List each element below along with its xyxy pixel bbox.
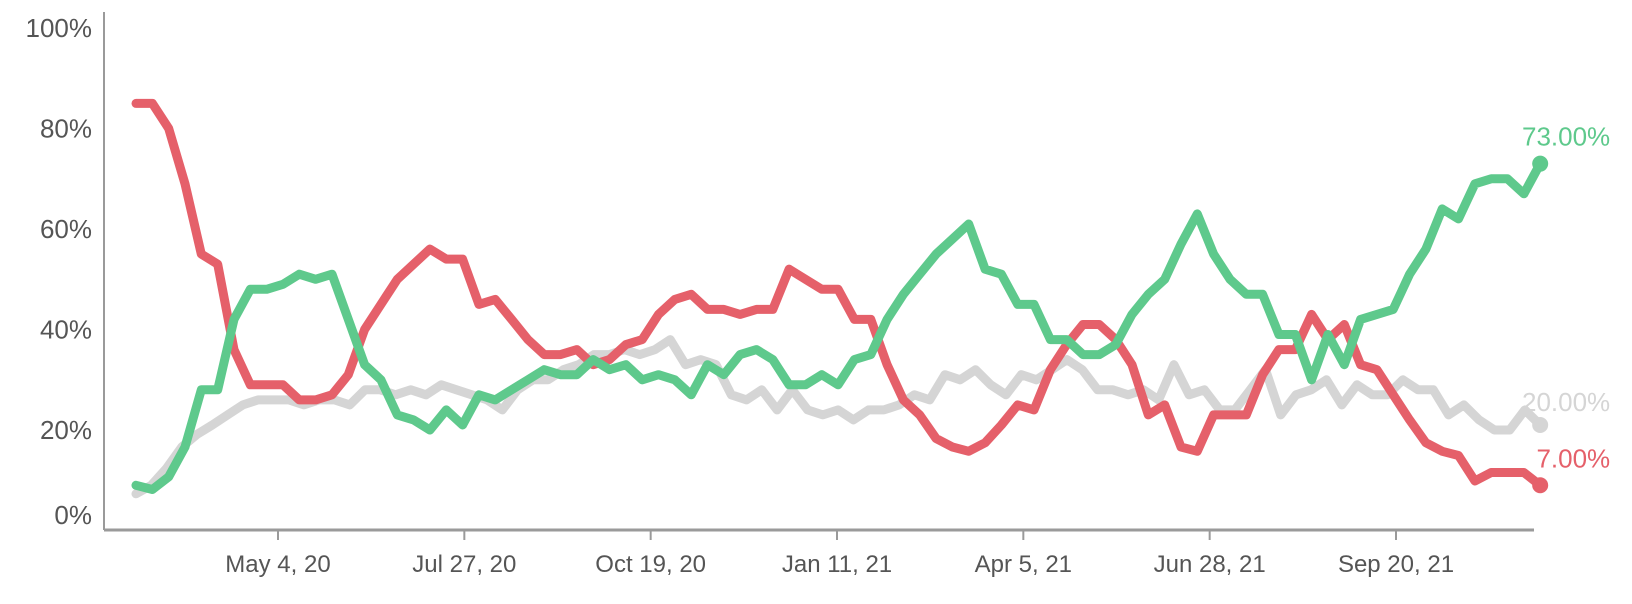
series-end-label: 7.00% [1536, 443, 1610, 473]
y-tick-label: 40% [40, 315, 92, 345]
series-line [131, 159, 1545, 494]
series-end-point [1532, 416, 1549, 433]
x-axis-ticks: May 4, 20 Jul 27, 20 Oct 19, 20 Jan 11, 21 A… [225, 530, 1454, 578]
series-end-point [1532, 477, 1549, 494]
y-tick-label: 20% [40, 415, 92, 445]
x-tick-label: Jan 11, 21 [782, 551, 892, 578]
series-line [131, 98, 1545, 490]
y-tick-label: 0% [54, 500, 92, 530]
y-axis-ticks: 0% 20% 40% 60% 80% 100% [26, 13, 93, 530]
series-end-label: 20.00% [1522, 387, 1610, 417]
series-line [131, 335, 1545, 499]
end-labels: 20.00% 7.00% 73.00% [1522, 122, 1610, 474]
series-layer [131, 98, 1549, 499]
y-tick-label: 80% [40, 114, 92, 144]
y-tick-label: 100% [26, 13, 93, 43]
x-tick-label: Apr 5, 21 [975, 551, 1072, 578]
series-end-point [1532, 155, 1549, 172]
series-end-label: 73.00% [1522, 122, 1610, 152]
x-tick-label: May 4, 20 [225, 551, 330, 578]
x-tick-label: Jun 28, 21 [1154, 551, 1266, 578]
x-tick-label: Sep 20, 21 [1338, 551, 1454, 578]
x-tick-label: Jul 27, 20 [412, 551, 516, 578]
y-tick-label: 60% [40, 214, 92, 244]
x-tick-label: Oct 19, 20 [595, 551, 706, 578]
